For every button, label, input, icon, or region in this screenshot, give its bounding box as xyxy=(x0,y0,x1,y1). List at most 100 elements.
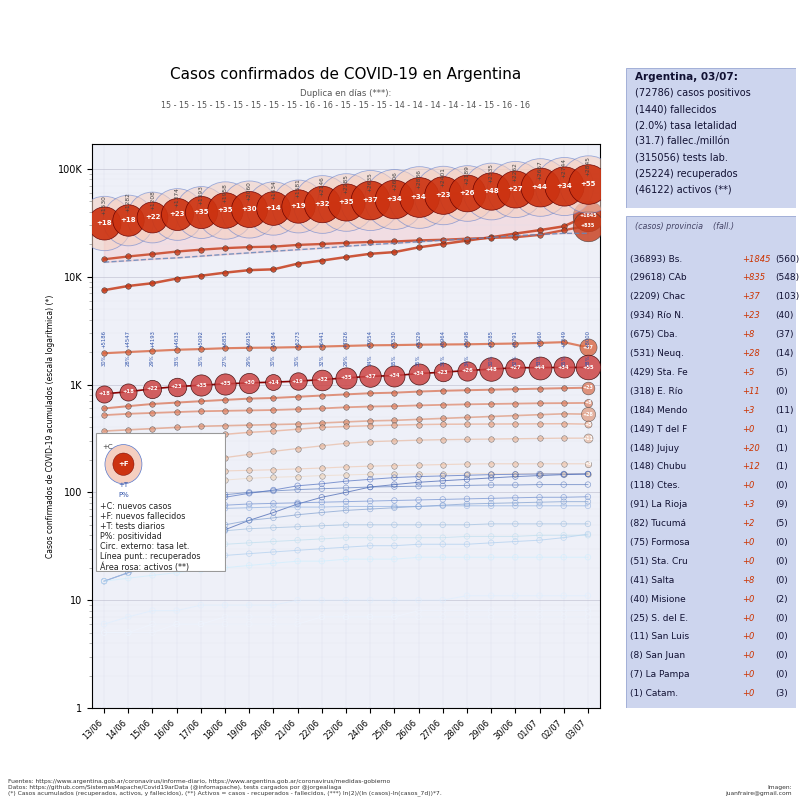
Text: +5092: +5092 xyxy=(198,330,203,348)
Text: (29618) CAb: (29618) CAb xyxy=(630,274,686,282)
Point xyxy=(267,522,280,534)
Point xyxy=(267,391,280,404)
Point xyxy=(194,379,207,392)
Point xyxy=(558,478,570,491)
Text: 34%: 34% xyxy=(368,354,373,366)
Point xyxy=(533,418,546,430)
Text: +5: +5 xyxy=(584,422,592,426)
Point xyxy=(291,594,304,606)
Text: +32: +32 xyxy=(316,377,328,382)
Point xyxy=(558,610,570,623)
Text: (51) Sta. Cru: (51) Sta. Cru xyxy=(630,557,687,566)
Text: (149) T del F: (149) T del F xyxy=(630,425,687,434)
Point xyxy=(509,610,522,623)
Point xyxy=(98,574,110,587)
Text: (0): (0) xyxy=(776,576,788,585)
Point xyxy=(558,407,570,420)
Text: 33%: 33% xyxy=(174,354,179,366)
Text: +5998: +5998 xyxy=(465,330,470,348)
Text: +23: +23 xyxy=(435,192,450,198)
Point xyxy=(364,235,377,248)
Text: +2401: +2401 xyxy=(440,167,446,187)
Point xyxy=(485,467,498,480)
Point xyxy=(170,529,183,542)
Text: (11) San Luis: (11) San Luis xyxy=(630,633,689,642)
Point xyxy=(218,204,231,217)
Point xyxy=(436,384,449,397)
Point xyxy=(170,431,183,444)
Point xyxy=(582,382,594,394)
Point xyxy=(533,604,546,617)
Text: +5: +5 xyxy=(742,368,754,377)
Point xyxy=(364,481,377,494)
Point xyxy=(218,204,231,217)
Text: Área rosa: activos (**): Área rosa: activos (**) xyxy=(100,562,189,572)
Point xyxy=(218,474,231,486)
Text: +14: +14 xyxy=(267,380,279,385)
Point xyxy=(461,604,474,617)
Point xyxy=(509,478,522,491)
Text: +8329: +8329 xyxy=(416,330,421,348)
Point xyxy=(218,502,231,514)
Point xyxy=(98,253,110,266)
Point xyxy=(485,231,498,244)
Point xyxy=(558,336,570,349)
Point xyxy=(509,535,522,548)
Text: (46122) activos (**): (46122) activos (**) xyxy=(635,185,731,195)
Text: (0): (0) xyxy=(776,651,788,660)
Point xyxy=(388,434,401,447)
Text: +44: +44 xyxy=(531,185,547,190)
Point xyxy=(412,234,425,246)
Point xyxy=(98,478,110,490)
Point xyxy=(436,434,449,446)
Text: Duplica en días (***):: Duplica en días (***): xyxy=(300,90,391,98)
Point xyxy=(170,380,183,393)
Point xyxy=(582,604,594,617)
Text: 30%: 30% xyxy=(102,354,106,366)
Point xyxy=(291,200,304,213)
Point xyxy=(243,464,256,477)
Text: +48: +48 xyxy=(483,188,499,194)
Text: +7285: +7285 xyxy=(489,330,494,348)
Text: (2): (2) xyxy=(776,594,788,604)
Point xyxy=(315,417,328,430)
Point xyxy=(315,496,328,509)
Point xyxy=(146,406,159,419)
Text: (7) La Pampa: (7) La Pampa xyxy=(630,670,690,679)
Text: +2146: +2146 xyxy=(319,177,324,196)
Point xyxy=(267,702,280,714)
Point xyxy=(218,491,231,504)
Point xyxy=(412,190,425,203)
Text: +34: +34 xyxy=(558,365,570,370)
Text: +2060: +2060 xyxy=(246,181,252,201)
Point xyxy=(315,421,328,434)
Text: (82) Tucumá: (82) Tucumá xyxy=(630,519,686,528)
Point xyxy=(218,405,231,418)
Text: (315056) tests lab.: (315056) tests lab. xyxy=(635,153,728,162)
Point xyxy=(339,415,352,428)
Point xyxy=(339,237,352,250)
Point xyxy=(339,437,352,450)
Point xyxy=(509,702,522,714)
Point xyxy=(291,508,304,521)
Text: +35: +35 xyxy=(193,210,209,215)
Point xyxy=(339,420,352,433)
Point xyxy=(388,610,401,623)
Text: +37: +37 xyxy=(582,345,594,350)
Text: (429) Sta. Fe: (429) Sta. Fe xyxy=(630,368,687,377)
Text: (75) Formosa: (75) Formosa xyxy=(630,538,690,547)
Point xyxy=(170,604,183,617)
Point xyxy=(364,494,377,507)
Point xyxy=(533,224,546,237)
Point xyxy=(98,217,110,230)
Point xyxy=(170,557,183,570)
Text: (31.7) fallec./millón: (31.7) fallec./millón xyxy=(635,137,730,146)
Point xyxy=(194,430,207,443)
Text: +0: +0 xyxy=(742,425,754,434)
Point xyxy=(533,337,546,350)
Point xyxy=(509,409,522,422)
Point xyxy=(509,468,522,481)
Point xyxy=(170,421,183,434)
Point xyxy=(170,396,183,409)
Text: +2262: +2262 xyxy=(513,162,518,182)
